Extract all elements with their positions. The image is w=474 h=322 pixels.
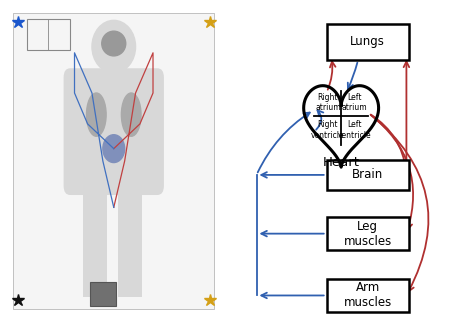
FancyBboxPatch shape: [327, 24, 409, 60]
FancyBboxPatch shape: [327, 217, 409, 250]
Text: Arm
muscles: Arm muscles: [344, 281, 392, 309]
Text: Left
ventricle: Left ventricle: [337, 120, 371, 140]
Ellipse shape: [121, 93, 141, 136]
Text: Right
atrium: Right atrium: [315, 92, 341, 112]
Ellipse shape: [92, 20, 136, 73]
Ellipse shape: [102, 31, 126, 56]
Text: Heart: Heart: [323, 156, 360, 169]
FancyBboxPatch shape: [327, 160, 409, 190]
FancyBboxPatch shape: [327, 279, 409, 312]
Bar: [27, 19, 70, 50]
Ellipse shape: [86, 93, 106, 136]
Bar: [118, 183, 142, 297]
Text: Right
ventricle: Right ventricle: [311, 120, 345, 140]
Text: Brain: Brain: [352, 168, 383, 181]
Bar: [83, 183, 107, 297]
Text: Leg
muscles: Leg muscles: [344, 220, 392, 248]
Bar: [100, 59, 127, 78]
Bar: [90, 281, 116, 306]
FancyBboxPatch shape: [64, 68, 164, 195]
Text: Left
atrium: Left atrium: [342, 92, 367, 112]
Ellipse shape: [103, 135, 125, 163]
Text: Lungs: Lungs: [350, 35, 385, 49]
FancyBboxPatch shape: [13, 13, 214, 309]
